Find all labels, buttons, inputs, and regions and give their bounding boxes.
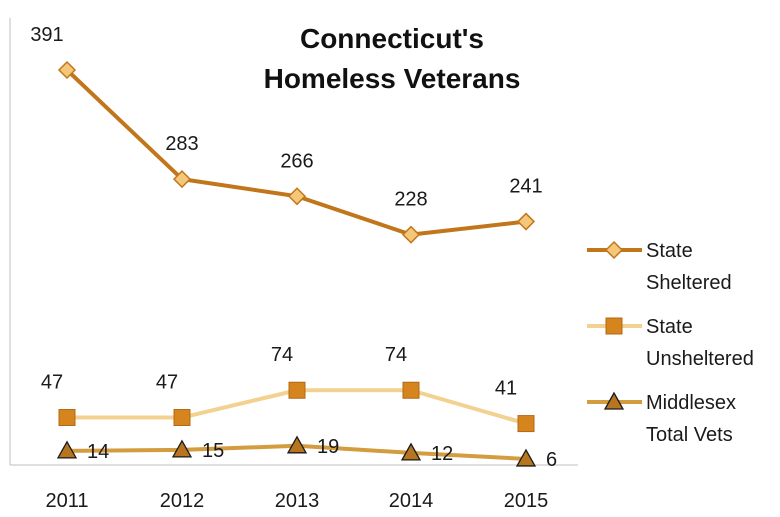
legend-label-state-sheltered-line-2: Sheltered <box>646 272 732 294</box>
data-label-state-unsheltered-2011: 47 <box>41 372 63 394</box>
data-label-state-sheltered-2015: 241 <box>509 176 542 198</box>
data-point-middlesex-total-vets-2015 <box>515 448 537 467</box>
x-tick-label-2011: 2011 <box>45 490 88 512</box>
data-point-state-unsheltered-2012 <box>173 409 191 427</box>
data-label-middlesex-total-vets-2015: 6 <box>546 449 557 471</box>
data-label-middlesex-total-vets-2011: 14 <box>87 441 109 463</box>
data-point-state-unsheltered-2014 <box>402 381 420 399</box>
legend-marker-state-unsheltered <box>605 317 623 335</box>
x-tick-label-2012: 2012 <box>160 490 205 512</box>
legend-label-state-unsheltered-line-2: Unsheltered <box>646 348 754 370</box>
legend-label-state-sheltered-line-1: State <box>646 240 693 262</box>
data-label-state-unsheltered-2014: 74 <box>385 344 407 366</box>
legend-marker-state-sheltered <box>604 240 624 260</box>
data-label-state-unsheltered-2012: 47 <box>156 372 178 394</box>
chart-title-line-2: Homeless Veterans <box>264 63 521 94</box>
data-point-middlesex-total-vets-2012 <box>171 439 193 458</box>
data-label-state-sheltered-2011: 391 <box>30 24 63 46</box>
data-point-state-sheltered-2011 <box>57 60 77 80</box>
data-point-state-sheltered-2014 <box>401 225 421 244</box>
data-point-middlesex-total-vets-2014 <box>400 442 422 461</box>
data-point-state-sheltered-2015 <box>516 212 536 231</box>
legend-marker-middlesex-total-vets <box>603 391 625 410</box>
x-tick-label-2014: 2014 <box>389 490 434 512</box>
data-label-middlesex-total-vets-2012: 15 <box>202 440 224 462</box>
x-tick-label-2013: 2013 <box>275 490 320 512</box>
data-point-middlesex-total-vets-2013 <box>286 435 308 454</box>
legend-label-middlesex-total-vets-line-2: Total Vets <box>646 424 733 446</box>
data-point-state-unsheltered-2015 <box>517 415 535 433</box>
data-label-state-sheltered-2013: 266 <box>280 150 313 172</box>
data-label-state-unsheltered-2015: 41 <box>495 378 517 400</box>
chart-title-line-1: Connecticut's <box>300 23 484 54</box>
data-label-middlesex-total-vets-2014: 12 <box>431 443 453 465</box>
legend-label-middlesex-total-vets-line-1: Middlesex <box>646 392 736 414</box>
data-point-state-unsheltered-2011 <box>58 409 76 427</box>
data-point-state-sheltered-2012 <box>172 170 192 189</box>
data-label-middlesex-total-vets-2013: 19 <box>317 436 339 458</box>
legend-label-state-unsheltered-line-1: State <box>646 316 693 338</box>
data-label-state-sheltered-2014: 228 <box>394 189 427 211</box>
data-point-state-sheltered-2013 <box>287 187 307 206</box>
data-point-middlesex-total-vets-2011 <box>56 440 78 459</box>
data-label-state-sheltered-2012: 283 <box>165 133 198 155</box>
data-point-state-unsheltered-2013 <box>288 381 306 399</box>
data-label-state-unsheltered-2013: 74 <box>271 344 293 366</box>
x-tick-label-2015: 2015 <box>504 490 549 512</box>
